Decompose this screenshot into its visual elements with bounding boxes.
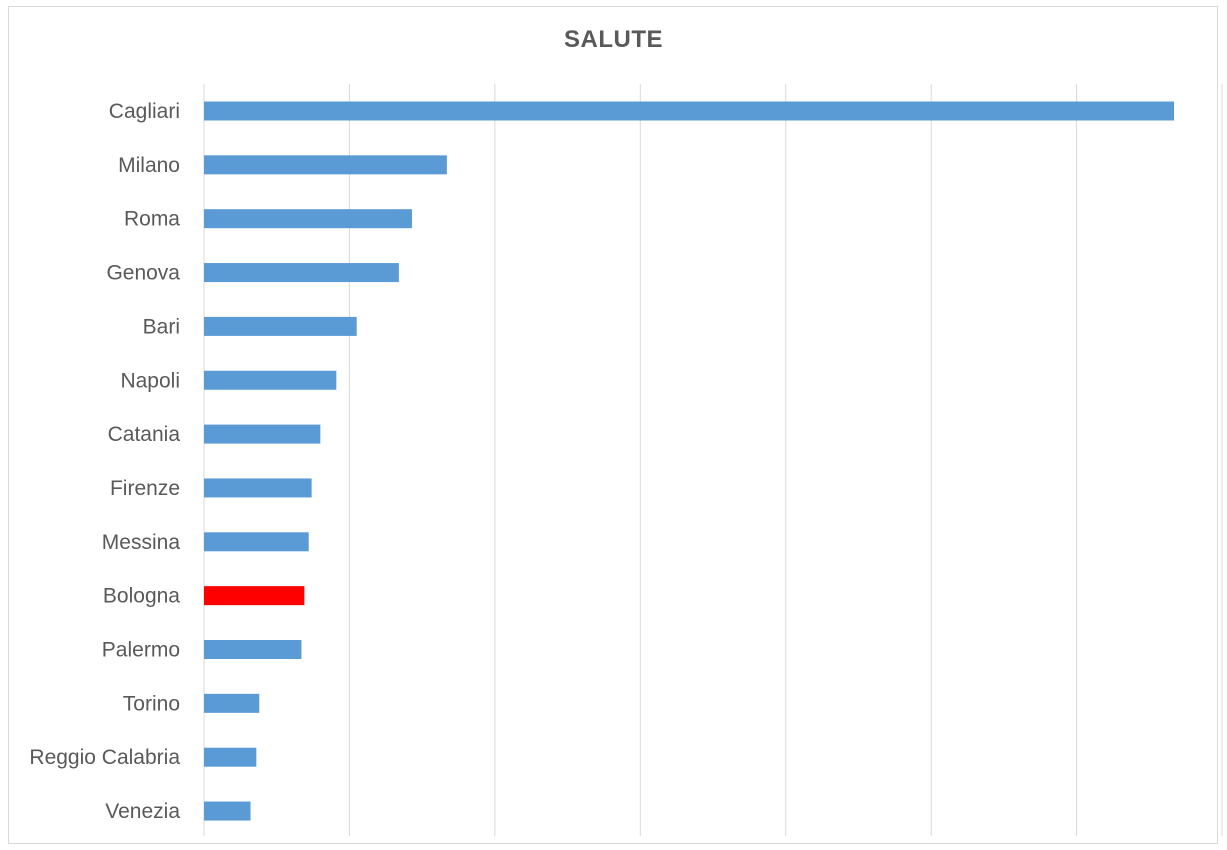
category-label: Bologna <box>103 585 180 608</box>
bar-reggio-calabria <box>204 747 257 767</box>
bar-firenze <box>204 478 312 498</box>
bar-cagliari <box>204 101 1175 121</box>
category-label: Genova <box>106 262 180 285</box>
bar-venezia <box>204 801 251 821</box>
gridlines <box>203 84 1223 836</box>
chart-title: SALUTE <box>564 26 663 53</box>
bar-napoli <box>204 370 337 390</box>
bar-milano <box>204 155 447 175</box>
category-label: Catania <box>108 423 181 446</box>
bar-genova <box>204 263 399 283</box>
bar-torino <box>204 693 260 713</box>
bars <box>204 101 1175 821</box>
bar-messina <box>204 532 309 552</box>
category-labels: Cagliari Milano Roma Genova Bari Napoli Catani… <box>29 100 180 823</box>
category-label: Milano <box>118 154 180 177</box>
category-label: Cagliari <box>109 100 180 123</box>
category-label: Bari <box>143 315 180 338</box>
bar-bari <box>204 316 357 336</box>
bar-catania <box>204 424 321 444</box>
bar-roma <box>204 209 412 229</box>
category-label: Napoli <box>120 369 180 392</box>
category-label: Roma <box>124 208 180 231</box>
category-label: Firenze <box>110 477 180 500</box>
bar-palermo <box>204 640 302 659</box>
category-label: Palermo <box>102 639 180 662</box>
category-label: Messina <box>102 531 181 554</box>
category-label: Reggio Calabria <box>29 746 180 769</box>
bar-bologna <box>204 586 305 606</box>
category-label: Venezia <box>105 800 180 823</box>
category-label: Torino <box>123 692 180 715</box>
